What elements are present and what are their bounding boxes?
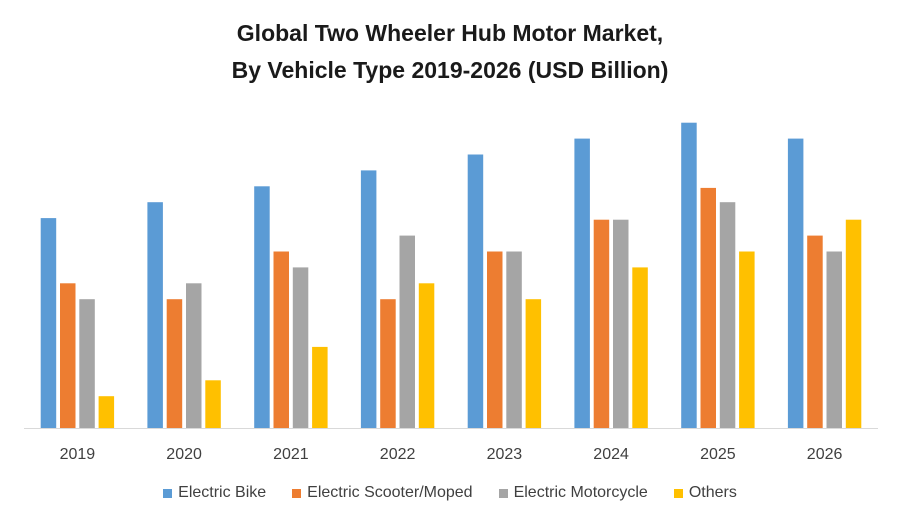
legend-label: Electric Bike xyxy=(178,484,267,501)
bar-electric-bike-2024 xyxy=(574,138,590,428)
legend-item: Others xyxy=(673,484,737,502)
legend: Electric Bike Electric Scooter/Moped Elect… xyxy=(0,484,900,502)
bar-electric-scooter-moped-2025 xyxy=(700,187,716,428)
legend-item: Electric Bike xyxy=(163,484,266,502)
legend-label: Others xyxy=(688,484,737,501)
legend-swatch xyxy=(498,488,508,498)
bar-electric-motorcycle-2020 xyxy=(186,283,202,428)
bar-electric-scooter-moped-2024 xyxy=(593,219,610,428)
bars-group xyxy=(40,122,862,428)
chart-title-line1: Global Two Wheeler Hub Motor Market, xyxy=(236,20,664,46)
x-tick-label: 2020 xyxy=(166,446,202,463)
bar-electric-scooter-moped-2021 xyxy=(273,251,289,428)
x-tick-label: 2026 xyxy=(807,446,843,463)
bar-electric-bike-2021 xyxy=(254,186,270,428)
bar-electric-scooter-moped-2019 xyxy=(60,283,76,428)
chart-title-line2: By Vehicle Type 2019-2026 (USD Billion) xyxy=(231,57,669,83)
bar-electric-bike-2025 xyxy=(681,122,697,428)
bar-electric-motorcycle-2026 xyxy=(826,251,842,428)
bar-electric-scooter-moped-2020 xyxy=(166,299,183,428)
legend-label: Electric Motorcycle xyxy=(513,484,648,501)
legend-item: Electric Scooter/Moped xyxy=(292,484,473,502)
bar-others-2022 xyxy=(418,283,435,428)
bar-electric-motorcycle-2022 xyxy=(399,235,415,428)
bar-electric-scooter-moped-2026 xyxy=(807,235,823,428)
x-tick-labels: 2019 2020 2021 2022 2023 2024 2025 2026 xyxy=(60,446,843,463)
bar-others-2025 xyxy=(739,251,755,428)
bar-others-2021 xyxy=(312,346,328,428)
x-tick-label: 2025 xyxy=(700,446,736,463)
bar-electric-bike-2019 xyxy=(40,218,57,428)
legend-swatch xyxy=(673,488,683,498)
bar-others-2026 xyxy=(845,219,862,428)
bar-electric-bike-2026 xyxy=(787,138,804,428)
x-tick-label: 2022 xyxy=(380,446,416,463)
x-tick-label: 2023 xyxy=(487,446,523,463)
bar-electric-motorcycle-2019 xyxy=(79,299,95,428)
bar-others-2019 xyxy=(98,396,115,428)
bar-electric-motorcycle-2025 xyxy=(719,202,736,428)
x-tick-label: 2024 xyxy=(593,446,629,463)
bar-electric-scooter-moped-2023 xyxy=(487,251,503,428)
bar-others-2023 xyxy=(525,299,542,428)
legend-swatch xyxy=(292,488,302,498)
legend-item: Electric Motorcycle xyxy=(498,484,648,502)
bar-electric-bike-2020 xyxy=(147,202,163,428)
bar-electric-motorcycle-2021 xyxy=(292,267,309,428)
legend-label: Electric Scooter/Moped xyxy=(307,484,473,501)
x-tick-label: 2019 xyxy=(60,446,96,463)
bar-others-2024 xyxy=(632,267,648,428)
bar-electric-motorcycle-2023 xyxy=(506,251,522,428)
bar-electric-bike-2022 xyxy=(360,170,377,428)
legend-swatch xyxy=(163,488,173,498)
bar-electric-bike-2023 xyxy=(467,154,484,428)
bar-others-2020 xyxy=(205,380,221,428)
bar-electric-scooter-moped-2022 xyxy=(380,299,396,428)
bar-electric-motorcycle-2024 xyxy=(613,219,629,428)
x-tick-label: 2021 xyxy=(273,446,309,463)
